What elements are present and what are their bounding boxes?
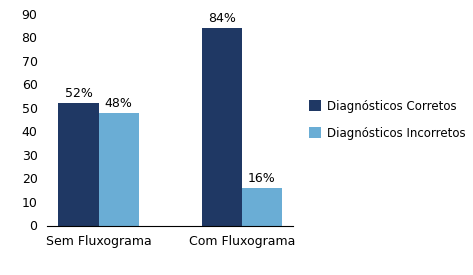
Text: 52%: 52%	[65, 87, 93, 100]
Bar	[202, 28, 242, 226]
Bar	[59, 103, 98, 226]
Text: 48%: 48%	[105, 97, 132, 110]
Bar	[242, 188, 282, 226]
Bar	[98, 112, 139, 226]
Legend: Diagnósticos Corretos, Diagnósticos Incorretos: Diagnósticos Corretos, Diagnósticos Inco…	[304, 95, 470, 144]
Text: 16%: 16%	[248, 172, 276, 185]
Text: 84%: 84%	[208, 12, 236, 25]
